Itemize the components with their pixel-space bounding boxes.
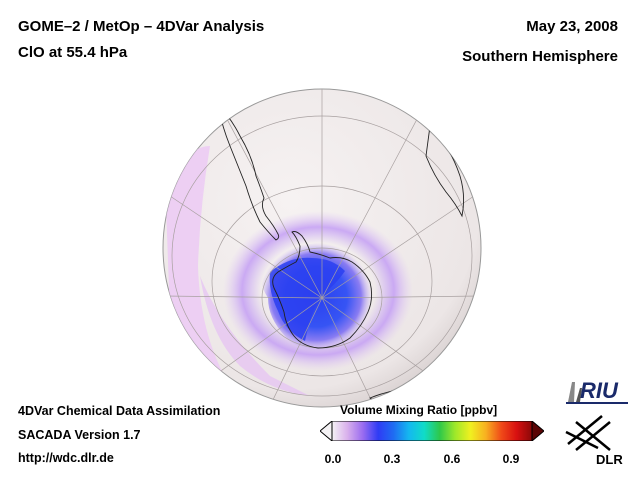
colorbar-title: Volume Mixing Ratio [ppbv] — [340, 403, 498, 417]
tick-1: 0.3 — [383, 452, 401, 466]
tick-2: 0.6 — [443, 452, 461, 466]
colorbar-gradient — [331, 421, 533, 441]
dlr-logo-text: DLR — [596, 452, 623, 467]
globe-map — [162, 88, 482, 408]
riu-logo-text: RIU — [580, 378, 619, 403]
graticule — [164, 89, 481, 407]
date-label: May 23, 2008 — [526, 18, 618, 35]
hemisphere-label: Southern Hemisphere — [462, 48, 618, 65]
colorbar-high-arrow — [531, 421, 544, 441]
title-line-2: ClO at 55.4 hPa — [18, 44, 128, 61]
riu-logo: RIU — [566, 378, 628, 404]
footer-url-link[interactable]: http://wdc.dlr.de — [18, 451, 114, 465]
dlr-logo: DLR — [565, 415, 623, 467]
footer-line-2: SACADA Version 1.7 — [18, 428, 141, 442]
colorbar-low-arrow — [320, 421, 333, 441]
colorbar — [320, 421, 544, 441]
tick-3: 0.9 — [502, 452, 520, 466]
tick-0: 0.0 — [324, 452, 342, 466]
vortex-inner — [269, 257, 345, 341]
title-line-1: GOME–2 / MetOp – 4DVar Analysis — [18, 18, 265, 35]
riu-logo-mark — [568, 382, 575, 402]
footer-line-1: 4DVar Chemical Data Assimilation — [18, 404, 221, 418]
limb-haze-2 — [200, 276, 310, 396]
dlr-logo-mark — [565, 415, 611, 451]
